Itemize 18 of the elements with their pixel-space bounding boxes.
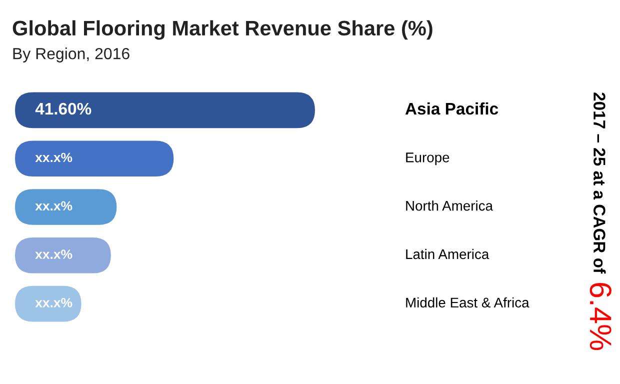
- chart-subtitle: By Region, 2016: [13, 48, 130, 62]
- chart-title: Global Flooring Market Revenue Share (%): [12, 20, 432, 40]
- y-tick-label: Middle East & Africa: [406, 297, 530, 308]
- y-tick-label: North America: [406, 200, 493, 211]
- data-label: xx.x%: [35, 298, 72, 308]
- text: 6.4%: [590, 283, 612, 350]
- data-label: 41.60%: [35, 102, 92, 115]
- y-tick-label: Europe: [406, 152, 450, 166]
- bar: [15, 237, 111, 274]
- y-tick-label: Latin America: [406, 248, 490, 260]
- bar: [15, 140, 174, 177]
- data-label: xx.x%: [35, 250, 72, 259]
- bar: [15, 189, 117, 225]
- text: 2017 – 25 at a CAGR of: [594, 92, 606, 274]
- y-tick-label: Asia Pacific: [405, 102, 498, 115]
- data-label: xx.x%: [35, 201, 72, 211]
- bar: [15, 92, 315, 128]
- data-label: xx.x%: [35, 152, 72, 162]
